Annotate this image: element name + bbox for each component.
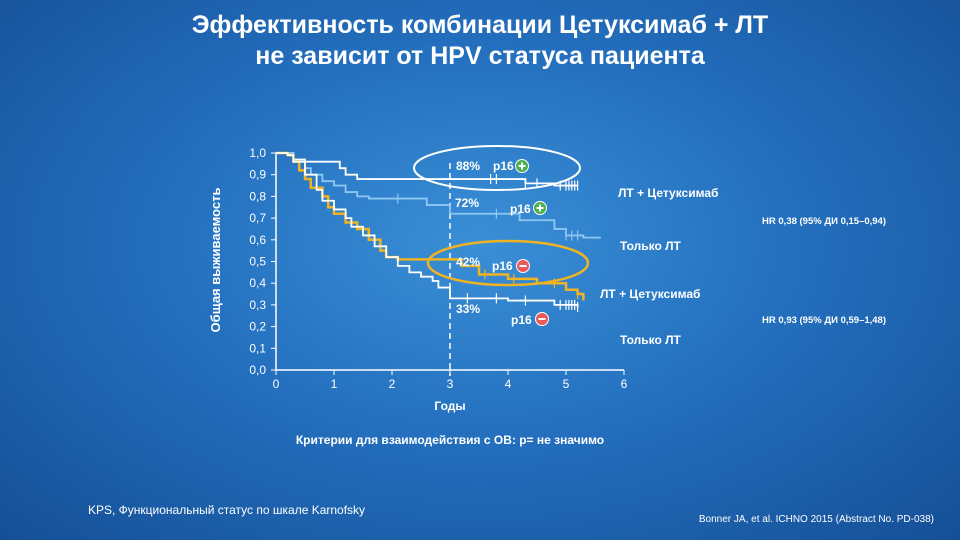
- legend-pos-rt: Только ЛТ: [620, 239, 682, 253]
- minus-badge-icon: [535, 312, 549, 326]
- interaction-criteria-note: Критерии для взаимодействия с ОВ: p= не …: [295, 433, 605, 447]
- x-tick-label: 3: [447, 377, 454, 391]
- title-line-1: Эффективность комбинации Цетуксимаб + ЛТ: [191, 11, 769, 39]
- pos-rt-percent: 72%: [455, 196, 479, 210]
- y-axis-label: Общая выживаемость: [208, 188, 223, 333]
- x-tick-label: 5: [563, 377, 570, 391]
- neg-rt-percent: 33%: [456, 302, 480, 316]
- y-axis-label-group: Общая выживаемость: [208, 188, 223, 333]
- slide-title: Эффективность комбинации Цетуксимаб + ЛТ…: [0, 10, 960, 72]
- x-axis-label: Годы: [434, 399, 465, 413]
- title-line-2: не зависит от HPV статуса пациента: [255, 42, 705, 70]
- legend-pos-combo: ЛТ + Цетуксимаб: [618, 186, 718, 200]
- plus-badge-icon: [515, 159, 529, 173]
- x-tick-label: 2: [389, 377, 396, 391]
- x-tick-label: 1: [331, 377, 338, 391]
- y-tick-label: 0,8: [249, 189, 266, 203]
- neg-combo-p16: p16: [492, 259, 513, 273]
- neg-combo-percent: 42%: [456, 255, 480, 269]
- chart-annotations: 88% p16 72% p16 42% p16 33% p16 ЛТ + Цет…: [455, 159, 886, 347]
- legend-neg-rt: Только ЛТ: [620, 333, 682, 347]
- p16-badges: [515, 159, 549, 326]
- y-tick-label: 0,7: [249, 211, 266, 225]
- pos-rt-p16: p16: [510, 202, 531, 216]
- footnote-reference: Bonner JA, et al. ICHNO 2015 (Abstract N…: [698, 514, 934, 525]
- y-tick-label: 0,5: [249, 255, 266, 269]
- legend-neg-combo: ЛТ + Цетуксимаб: [600, 287, 700, 301]
- hr-pos: HR 0,38 (95% ДИ 0,15–0,94): [762, 216, 886, 227]
- x-tick-label: 4: [505, 377, 512, 391]
- y-tick-label: 0,0: [249, 363, 266, 377]
- y-tick-label: 0,6: [249, 233, 266, 247]
- highlight-ellipse-pos: [413, 145, 581, 191]
- pos-combo-p16: p16: [493, 159, 514, 173]
- y-tick-label: 0,2: [249, 320, 266, 334]
- highlight-ellipse-neg: [426, 239, 590, 287]
- pos-combo-percent: 88%: [456, 159, 480, 173]
- chart-axes: 0,0 0,1 0,2 0,3 0,4 0,5 0,6 0,7 0,8 0,9 1,0 0 1 2 3 4 5 6: [249, 146, 627, 391]
- plus-badge-icon: [533, 201, 547, 215]
- y-tick-label: 0,3: [249, 298, 266, 312]
- series-line-2: [276, 152, 601, 239]
- y-tick-label: 0,1: [249, 341, 266, 355]
- neg-rt-p16: p16: [511, 313, 532, 327]
- series-line-4: [276, 152, 579, 308]
- y-tick-label: 0,9: [249, 168, 266, 182]
- y-tick-label: 0,4: [249, 276, 266, 290]
- footnote-kps: KPS, Функциональный статус по шкале Karn…: [88, 503, 366, 517]
- hr-neg: HR 0,93 (95% ДИ 0,59–1,48): [762, 315, 886, 326]
- x-tick-label: 0: [273, 377, 280, 391]
- survival-curves: [276, 151, 601, 313]
- x-tick-label: 6: [621, 377, 628, 391]
- minus-badge-icon: [516, 259, 530, 273]
- y-tick-label: 1,0: [249, 146, 266, 160]
- highlight-ellipses: [413, 145, 590, 287]
